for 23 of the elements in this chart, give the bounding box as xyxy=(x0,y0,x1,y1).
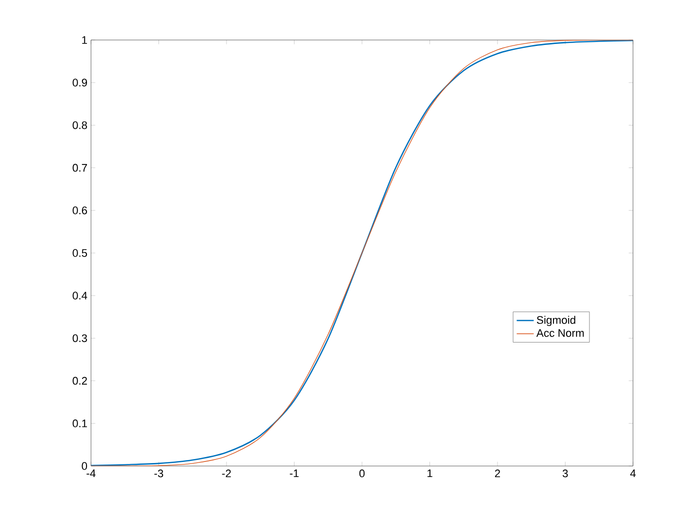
legend-label: Sigmoid xyxy=(536,316,576,326)
y-tick-label: 0.4 xyxy=(72,292,88,300)
x-tick-label: 2 xyxy=(495,470,500,478)
x-tick-label: -4 xyxy=(86,470,96,478)
x-tick-label: -1 xyxy=(290,470,299,478)
x-tick-label: -2 xyxy=(222,470,231,478)
x-tick-label: 4 xyxy=(630,470,636,478)
y-tick-label: 0.8 xyxy=(72,121,87,130)
line-series xyxy=(91,40,634,466)
y-tick-label: 0.9 xyxy=(72,78,87,86)
y-tick-label: 0.7 xyxy=(72,164,87,172)
y-tick-label: 0.6 xyxy=(72,206,87,214)
y-tick-label: 0.5 xyxy=(72,249,88,257)
y-tick-label: 0.2 xyxy=(72,376,87,385)
legend-label: Acc Norm xyxy=(536,329,584,337)
y-tick-label: 1 xyxy=(82,36,87,44)
x-tick-label: 1 xyxy=(428,470,432,478)
y-tick-label: 0 xyxy=(82,462,88,470)
x-tick-label: 0 xyxy=(359,470,365,478)
x-tick-label: -3 xyxy=(154,470,164,478)
y-tick-label: 0.1 xyxy=(72,420,87,428)
x-tick-label: 3 xyxy=(562,470,568,478)
y-tick-label: 0.3 xyxy=(72,334,87,342)
